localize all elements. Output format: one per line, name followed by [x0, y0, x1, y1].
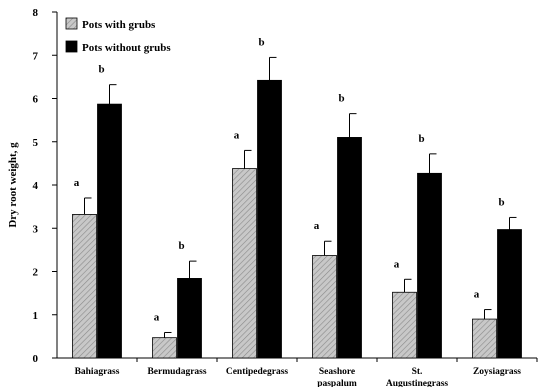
y-tick-label: 2	[33, 267, 39, 279]
legend-label: Pots with grubs	[82, 19, 156, 31]
y-tick-label: 6	[33, 94, 39, 106]
x-category-label: paspalum	[317, 379, 357, 387]
legend: Pots with grubs Pots without grubs	[65, 17, 171, 54]
y-tick-label: 4	[33, 180, 39, 192]
bar-without-grubs	[177, 278, 202, 359]
axes	[52, 11, 538, 362]
legend-swatch-with-grubs	[65, 17, 78, 30]
y-tick-label: 5	[33, 137, 39, 149]
bar-with-grubs	[472, 318, 497, 359]
x-category-label: Augustinegrass	[386, 379, 449, 387]
x-category-label: Bahiagrass	[75, 367, 120, 377]
significance-label: b	[178, 240, 184, 252]
legend-label: Pots without grubs	[82, 42, 171, 54]
bar-without-grubs	[497, 229, 522, 359]
labels: 0 1 2 3 4 5 6 7 8 Dry root weight, g a b Bahiagrass a…	[7, 7, 521, 389]
x-category-label: Seashore	[319, 367, 355, 377]
x-category-label: Zoysiagrass	[473, 367, 521, 377]
x-category-label: Bermudagrass	[147, 367, 206, 377]
y-tick-label: 0	[33, 353, 39, 365]
bar-with-grubs	[312, 255, 337, 359]
significance-label: b	[418, 133, 424, 145]
significance-label: b	[258, 36, 264, 48]
y-tick-label: 1	[33, 310, 39, 322]
bar-with-grubs	[152, 337, 177, 359]
y-tick-label: 7	[33, 50, 39, 62]
bar-with-grubs	[392, 291, 417, 359]
bar-with-grubs	[72, 214, 97, 359]
y-axis-title: Dry root weight, g	[7, 142, 19, 228]
significance-label: a	[74, 177, 80, 189]
y-tick-label: 8	[33, 7, 39, 19]
significance-label: a	[474, 289, 480, 301]
x-category-label: St.	[412, 367, 423, 377]
significance-label: b	[98, 64, 104, 76]
significance-label: a	[234, 129, 240, 141]
bar-without-grubs	[257, 79, 282, 359]
bar-with-grubs	[232, 168, 257, 359]
x-category-label: Centipedegrass	[226, 367, 289, 377]
significance-label: a	[394, 258, 400, 270]
bar-without-grubs	[97, 103, 122, 359]
significance-label: b	[498, 196, 504, 208]
significance-label: a	[154, 311, 160, 323]
bar-without-grubs	[417, 172, 442, 359]
legend-swatch-without-grubs	[65, 40, 78, 53]
bars	[72, 56, 522, 359]
y-tick-label: 3	[33, 223, 39, 235]
significance-label: b	[338, 93, 344, 105]
bar-without-grubs	[337, 137, 362, 359]
significance-label: a	[314, 220, 320, 232]
